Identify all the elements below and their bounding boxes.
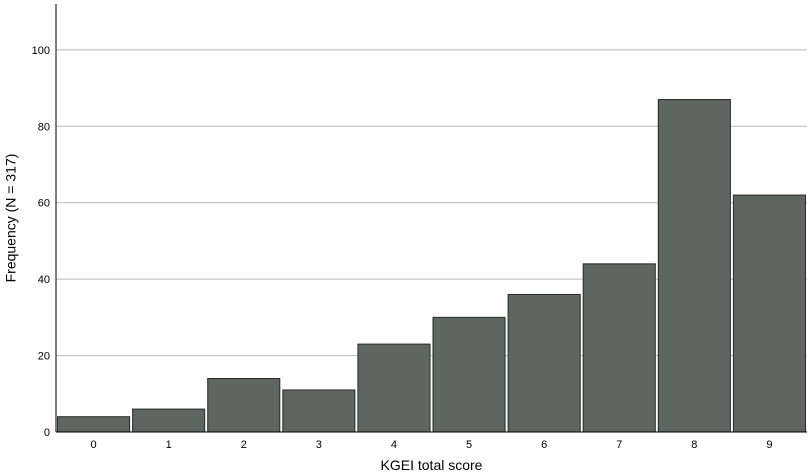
- bars: [57, 99, 807, 433]
- x-tick-label: 2: [241, 439, 247, 451]
- bar-8: [657, 99, 731, 433]
- y-tick-label: 100: [32, 45, 50, 57]
- x-tick-label: 4: [391, 439, 397, 451]
- x-tick-label: 0: [90, 439, 96, 451]
- y-axis-title: Frequency (N = 317): [3, 154, 19, 283]
- bar-2: [207, 378, 281, 433]
- x-axis-title: KGEI total score: [381, 457, 483, 473]
- x-tick-label: 7: [616, 439, 622, 451]
- y-tick-label: 80: [38, 121, 50, 133]
- x-tick-label: 3: [316, 439, 322, 451]
- bar-1: [132, 408, 206, 433]
- bar-5: [432, 316, 506, 433]
- bar-0: [57, 416, 131, 433]
- y-tick-label: 40: [38, 274, 50, 286]
- x-tick-label: 1: [166, 439, 172, 451]
- y-tick-label: 60: [38, 198, 50, 210]
- y-tick-labels: 0 20 40 60 80 100: [32, 45, 50, 439]
- bar-9: [732, 194, 807, 433]
- bar-6: [507, 293, 581, 433]
- y-tick-label: 20: [38, 351, 50, 363]
- x-tick-labels: 0 1 2 3 4 5 6 7 8 9: [90, 439, 772, 451]
- x-tick-label: 8: [691, 439, 697, 451]
- bar-7: [582, 263, 656, 433]
- x-tick-label: 9: [766, 439, 772, 451]
- axes: [55, 4, 807, 433]
- bar-4: [357, 343, 431, 433]
- x-tick-label: 5: [466, 439, 472, 451]
- x-tick-label: 6: [541, 439, 547, 451]
- bar-3: [282, 389, 356, 433]
- y-tick-label: 0: [44, 427, 50, 439]
